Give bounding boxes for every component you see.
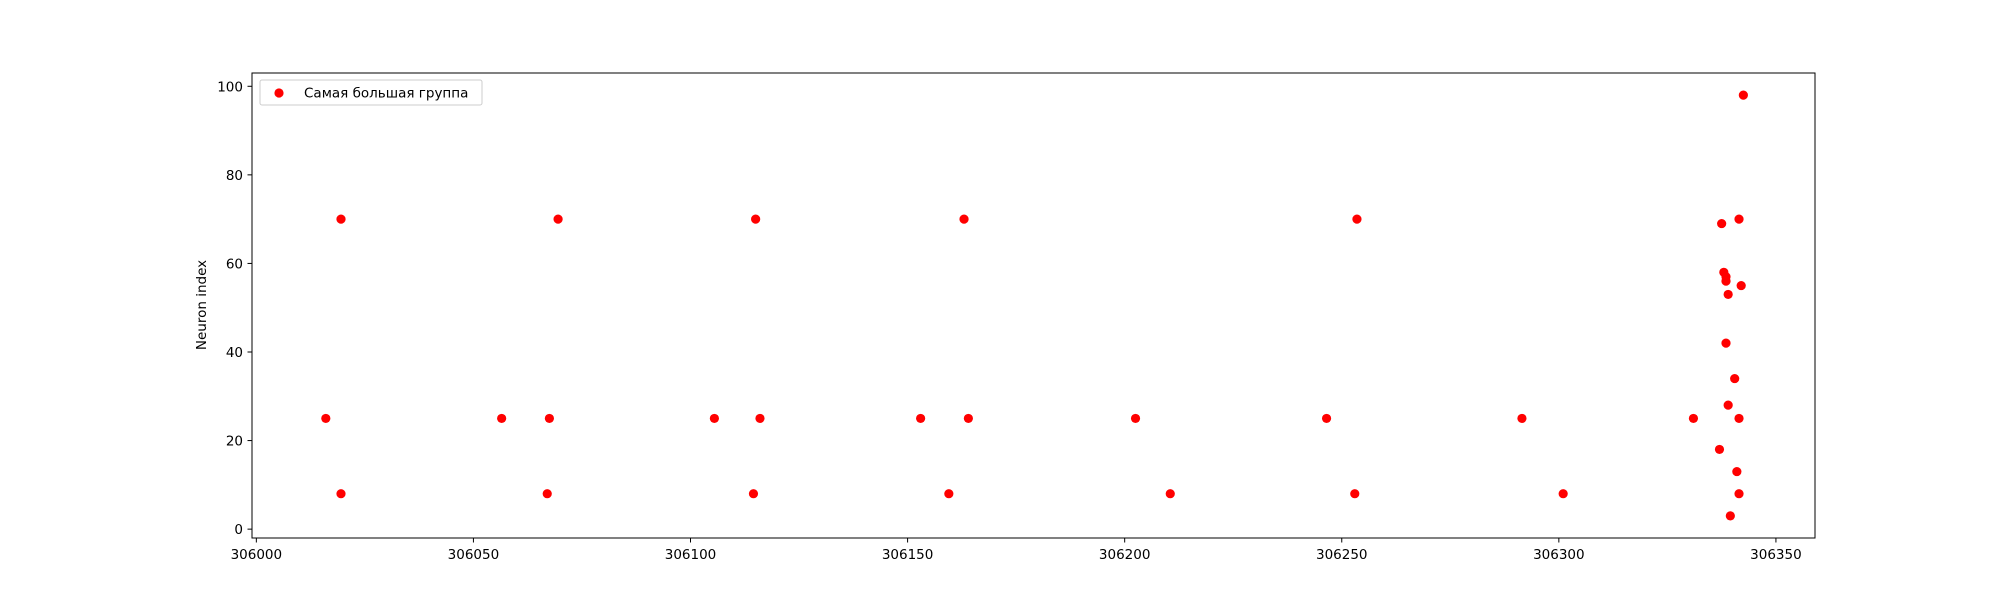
data-point [497, 413, 507, 424]
data-point [751, 214, 761, 224]
legend-label: Самая большая группа [304, 86, 468, 102]
data-point [1352, 214, 1362, 224]
y-tick-label: 100 [217, 79, 243, 95]
data-point [1558, 489, 1568, 499]
x-tick-label: 306150 [882, 547, 934, 563]
data-point [336, 489, 346, 499]
data-point [959, 214, 969, 224]
legend: Самая большая группа [259, 79, 483, 106]
data-point [1714, 444, 1725, 455]
y-axis-label: Neuron index [194, 260, 210, 350]
data-point [1130, 413, 1141, 424]
legend-marker [274, 88, 284, 98]
x-tick-label: 306000 [231, 547, 283, 563]
x-tick-label: 306200 [1099, 547, 1151, 563]
x-axis: 306000 306050 306100 306150 306200 306250 3063… [231, 538, 1802, 563]
data-point [1721, 338, 1731, 348]
data-point [1321, 413, 1332, 424]
data-point [1736, 280, 1746, 291]
data-point [755, 413, 765, 424]
data-point [1723, 289, 1733, 300]
data-point [1734, 489, 1744, 499]
data-point [709, 413, 719, 424]
x-tick-label: 306250 [1316, 547, 1368, 563]
data-point [1688, 413, 1699, 424]
data-point [1730, 373, 1740, 384]
data-point [748, 489, 759, 499]
y-tick-label: 60 [226, 256, 243, 272]
y-tick-label: 80 [226, 168, 243, 184]
data-point [1717, 218, 1727, 229]
data-point [944, 489, 954, 499]
data-point [1732, 466, 1742, 477]
data-point [1725, 511, 1735, 521]
data-point [1734, 413, 1744, 424]
y-tick-label: 20 [226, 434, 243, 450]
x-tick-label: 306300 [1533, 547, 1585, 563]
data-point [963, 413, 973, 424]
data-point [1734, 214, 1744, 224]
x-tick-label: 306100 [665, 547, 717, 563]
y-axis: 0 20 40 60 80 100 [217, 79, 252, 538]
x-tick-label: 306350 [1750, 547, 1802, 563]
data-point [336, 214, 346, 224]
data-point [1350, 489, 1360, 499]
data-point [1721, 276, 1731, 286]
y-tick-label: 40 [226, 345, 243, 361]
data-point [321, 413, 331, 424]
data-point [542, 489, 552, 499]
data-point [1165, 489, 1175, 499]
data-point [916, 413, 926, 424]
data-point [1723, 400, 1733, 410]
x-tick-label: 306050 [448, 547, 500, 563]
axes-frame [251, 72, 1816, 539]
y-tick-label: 0 [234, 522, 243, 538]
data-point [544, 413, 555, 424]
legend-box [259, 79, 483, 106]
data-point [1738, 90, 1748, 100]
plot-area [321, 90, 1748, 521]
data-point [1517, 413, 1527, 424]
data-point [553, 214, 563, 224]
